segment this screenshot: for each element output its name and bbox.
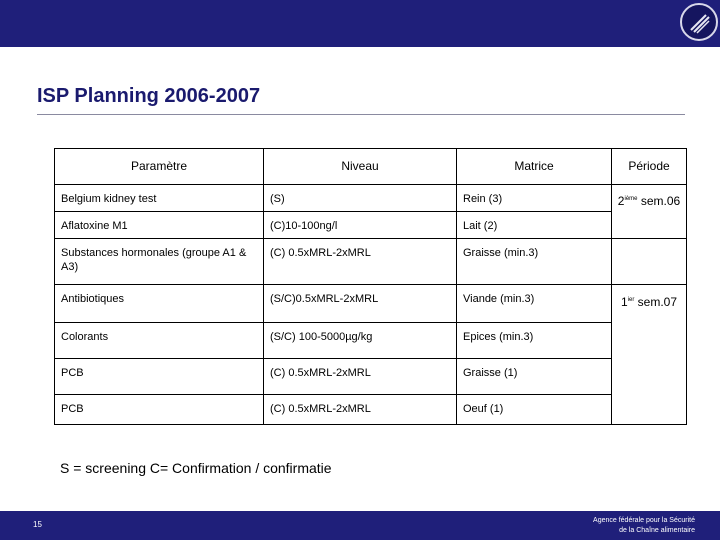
cell-parametre: Substances hormonales (groupe A1 & A3) xyxy=(54,238,264,285)
cell-periode-blank xyxy=(611,238,687,285)
table-row: PCB (C) 0.5xMRL-2xMRL Graisse (1) xyxy=(54,358,687,395)
header-niveau: Niveau xyxy=(263,148,457,185)
cell-parametre: Belgium kidney test xyxy=(54,184,264,212)
cell-periode-1: 2ième sem.06 xyxy=(611,184,687,239)
table-row: Substances hormonales (groupe A1 & A3) (… xyxy=(54,238,687,285)
header-matrice: Matrice xyxy=(456,148,612,185)
cell-matrice: Lait (2) xyxy=(456,211,612,239)
periode-2-rest: sem.07 xyxy=(634,295,678,309)
cell-matrice: Graisse (1) xyxy=(456,358,612,395)
periode-1-sup: ième xyxy=(624,196,638,202)
cell-niveau: (C) 0.5xMRL-2xMRL xyxy=(263,358,457,395)
cell-matrice: Graisse (min.3) xyxy=(456,238,612,285)
cell-niveau: (S/C)0.5xMRL-2xMRL xyxy=(263,284,457,323)
cell-parametre: PCB xyxy=(54,358,264,395)
cell-parametre: Aflatoxine M1 xyxy=(54,211,264,239)
header-parametre: Paramètre xyxy=(54,148,264,185)
cell-niveau: (S) xyxy=(263,184,457,212)
footnote: S = screening C= Confirmation / confirma… xyxy=(60,460,332,476)
top-banner xyxy=(0,0,720,47)
footer-banner xyxy=(0,511,720,540)
cell-niveau: (C) 0.5xMRL-2xMRL xyxy=(263,238,457,285)
cell-matrice: Rein (3) xyxy=(456,184,612,212)
page-title: ISP Planning 2006-2007 xyxy=(37,85,261,107)
planning-table: Paramètre Niveau Matrice Période Belgium… xyxy=(54,148,687,425)
cell-niveau: (C) 0.5xMRL-2xMRL xyxy=(263,394,457,425)
table-row: Belgium kidney test (S) Rein (3) 2ième s… xyxy=(54,184,687,239)
agency-line-1: Agence fédérale pour la Sécurité xyxy=(593,517,695,524)
periode-2-sup: ier xyxy=(627,297,635,303)
cell-matrice: Viande (min.3) xyxy=(456,284,612,323)
cell-parametre: PCB xyxy=(54,394,264,425)
title-divider xyxy=(37,114,685,115)
agency-line-2: de la Chaîne alimentaire xyxy=(619,527,695,534)
agency-name: Agence fédérale pour la Sécurité de la C… xyxy=(593,516,695,536)
cell-matrice: Oeuf (1) xyxy=(456,394,612,425)
periode-2-num: 1 xyxy=(620,295,628,309)
page-number: 15 xyxy=(33,520,42,529)
periode-1-num: 2 xyxy=(617,194,625,208)
cell-niveau: (C)10-100ng/l xyxy=(263,211,457,239)
header-periode: Période xyxy=(611,148,687,185)
cell-parametre: Colorants xyxy=(54,322,264,359)
periode-1-rest: sem.06 xyxy=(637,194,681,208)
table-row: Colorants (S/C) 100-5000µg/kg Epices (mi… xyxy=(54,322,687,359)
cell-matrice: Epices (min.3) xyxy=(456,322,612,359)
table-row: PCB (C) 0.5xMRL-2xMRL Oeuf (1) xyxy=(54,394,687,425)
cell-parametre: Antibiotiques xyxy=(54,284,264,323)
table-row: Antibiotiques (S/C)0.5xMRL-2xMRL Viande … xyxy=(54,284,687,425)
table-header-row: Paramètre Niveau Matrice Période xyxy=(54,148,687,185)
table-row: Aflatoxine M1 (C)10-100ng/l Lait (2) xyxy=(54,211,687,239)
cell-niveau: (S/C) 100-5000µg/kg xyxy=(263,322,457,359)
cell-periode-2: 1ier sem.07 xyxy=(611,284,687,425)
agency-logo-icon xyxy=(680,3,718,41)
